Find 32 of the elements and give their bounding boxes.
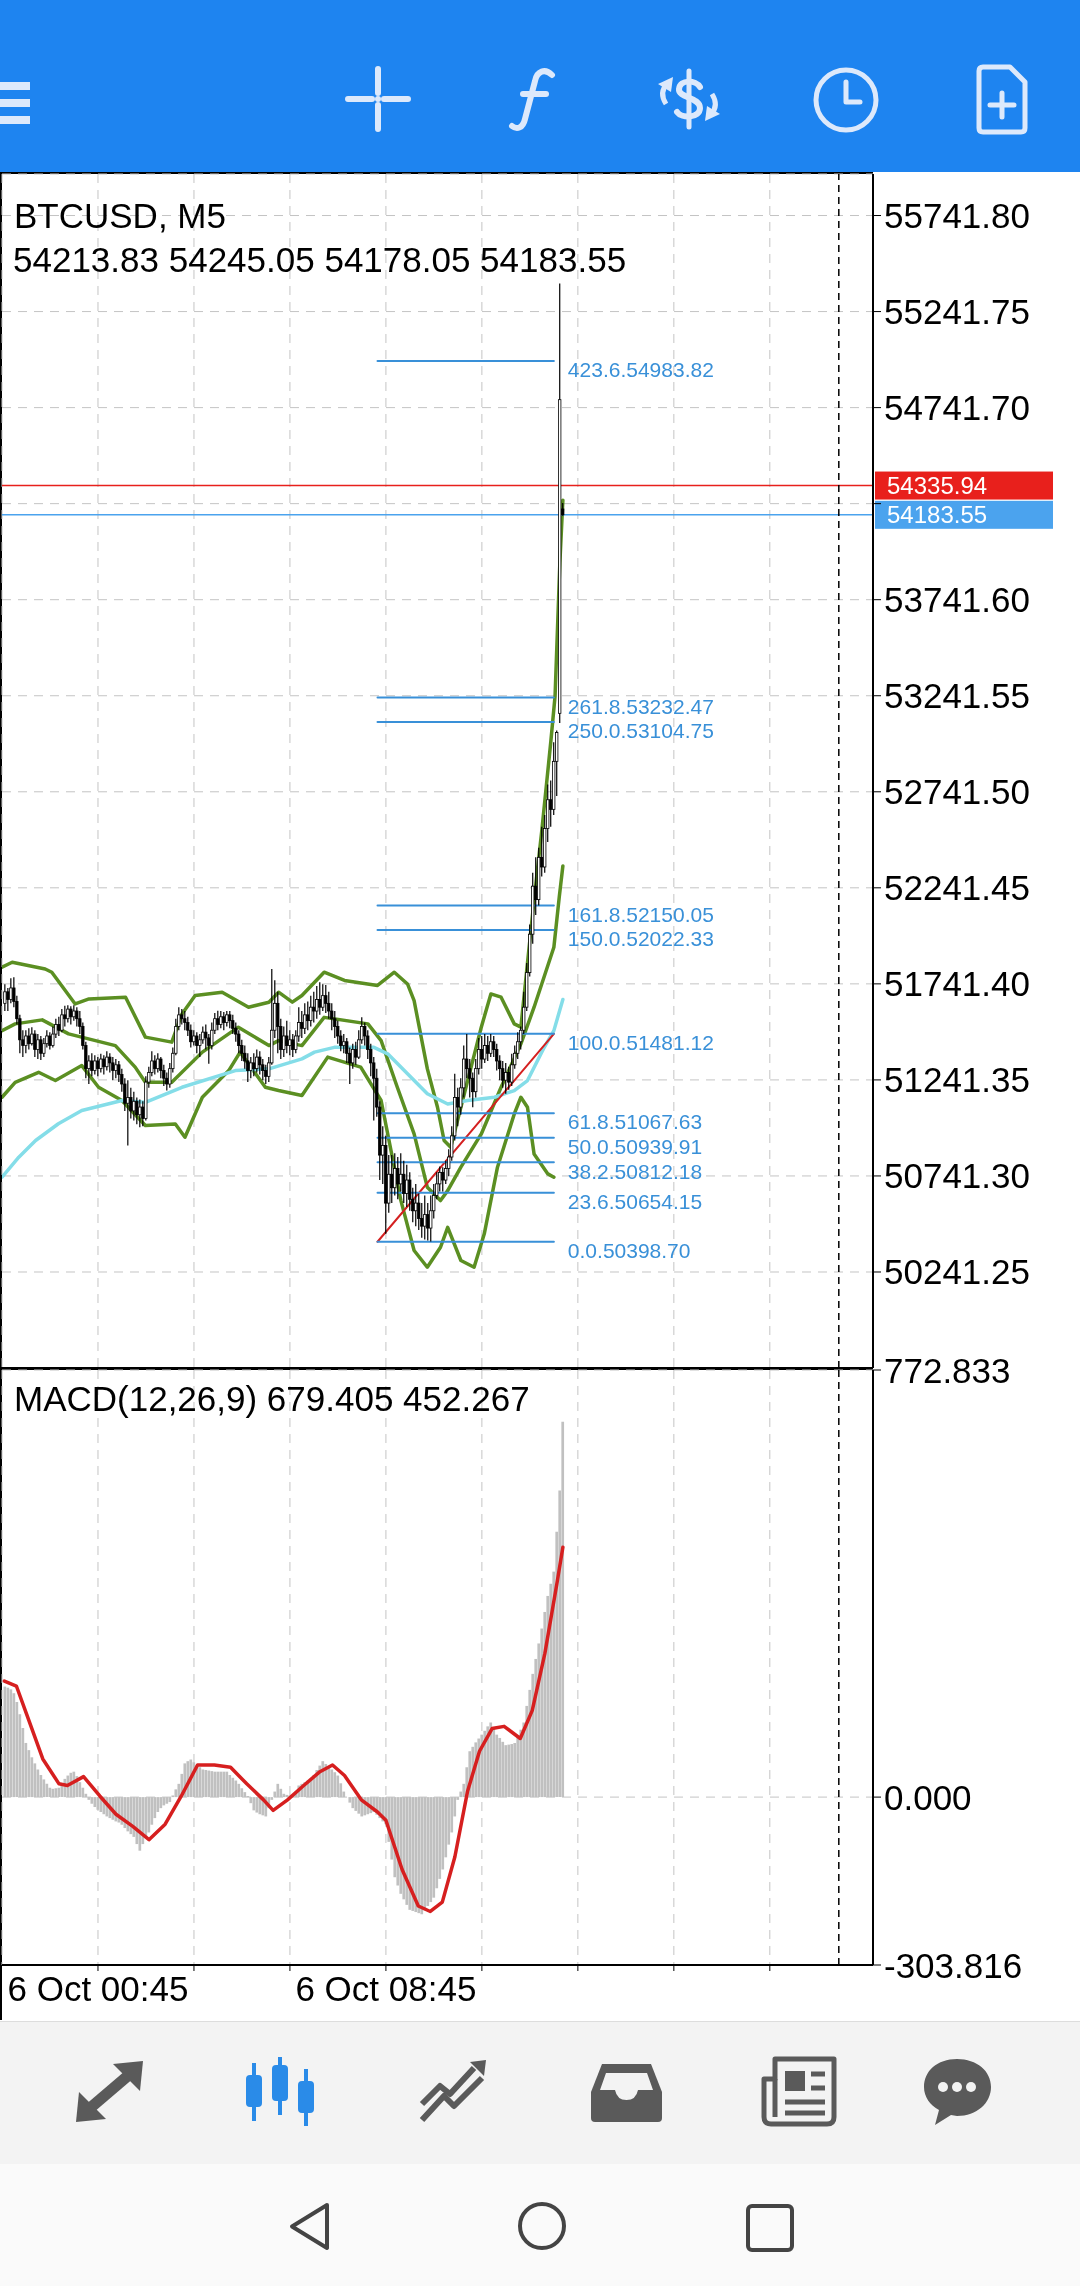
y-tick-label: -303.816 — [884, 1945, 1023, 1985]
y-tick-label: 50241.25 — [884, 1252, 1030, 1292]
text: BTCUSD, M5 — [14, 196, 226, 236]
series-label: 423.6.54983.82 — [567, 358, 714, 382]
y-tick-label: 772.833 — [884, 1350, 1011, 1390]
chart-title: MACD(12,26,9) 679.405 452.267 — [14, 1379, 530, 1419]
series-label: 23.6.50654.15 — [567, 1189, 703, 1213]
y-tick-label: 55741.80 — [884, 196, 1030, 236]
series-label: 161.8.52150.05 — [567, 902, 714, 926]
y-tick-label: 55241.75 — [884, 292, 1030, 332]
series-label: 150.0.52022.33 — [567, 927, 714, 951]
y-tick-label: 51241.35 — [884, 1060, 1030, 1100]
ref-line-label: 54335.94 — [887, 472, 988, 500]
y-tick-label: 53741.60 — [884, 580, 1030, 620]
series-label: 100.0.51481.12 — [567, 1031, 714, 1055]
series-label: 250.0.53104.75 — [567, 719, 714, 743]
x-tick-label: 6 Oct 08:45 — [295, 1968, 477, 2008]
y-tick-label: 51741.40 — [884, 964, 1030, 1004]
series-label: 50.0.50939.91 — [567, 1135, 703, 1159]
y-tick-label: 54741.70 — [884, 388, 1030, 428]
ref-line-label: 54183.55 — [887, 501, 988, 529]
y-tick-label: 53241.55 — [884, 676, 1030, 716]
series-label: 0.0.50398.70 — [567, 1238, 691, 1262]
y-tick-label: 52241.45 — [884, 868, 1030, 908]
y-tick-label: 52741.50 — [884, 772, 1030, 812]
x-tick-label: 6 Oct 00:45 — [7, 1968, 189, 2008]
y-tick-label: 50741.30 — [884, 1156, 1030, 1196]
text: 54213.83 54245.05 54178.05 54183.55 — [13, 240, 627, 280]
series-label: 61.8.51067.63 — [567, 1110, 703, 1134]
y-tick-label: 0.000 — [884, 1777, 972, 1817]
series-label: 261.8.53232.47 — [567, 694, 714, 718]
series-label: 38.2.50812.18 — [567, 1159, 703, 1183]
